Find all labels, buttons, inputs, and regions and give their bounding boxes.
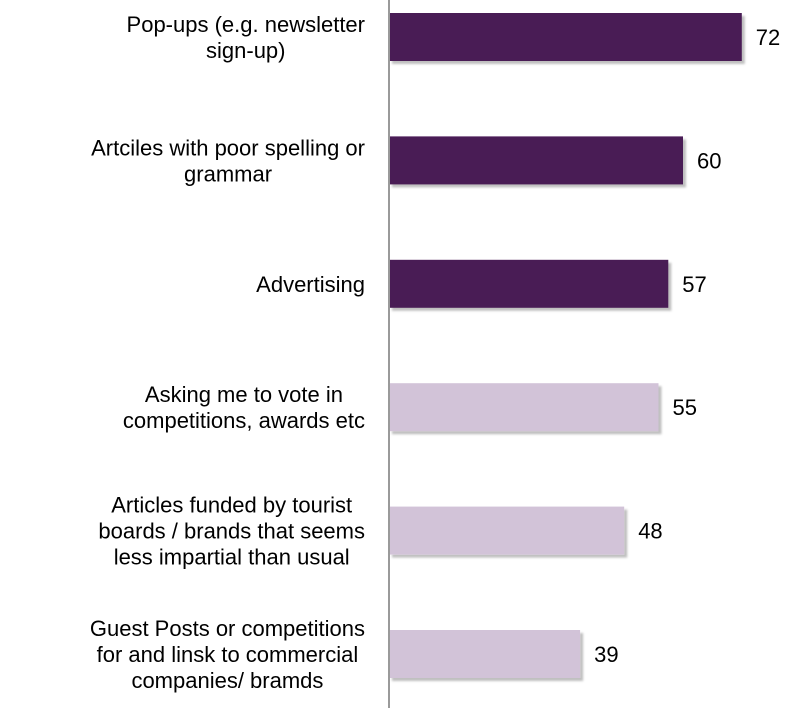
category-label-line: for and linsk to commercial <box>97 642 359 667</box>
category-label-line: boards / brands that seems <box>98 519 365 544</box>
category-label-line: Artciles with poor spelling or <box>91 135 365 160</box>
bar <box>389 136 683 185</box>
category-label-line: Asking me to vote in <box>145 382 343 407</box>
category-label-line: sign-up) <box>206 38 285 63</box>
category-label-line: competitions, awards etc <box>123 408 365 433</box>
bar <box>389 630 581 678</box>
category-label-line: less impartial than usual <box>114 545 350 570</box>
bars-group: 72 Pop-ups (e.g. newsletter sign-up) 60 Artc… <box>90 12 780 693</box>
data-label: 39 <box>594 642 618 667</box>
data-label: 60 <box>697 148 721 173</box>
bar <box>389 383 659 432</box>
category-label: Pop-ups (e.g. newsletter sign-up) <box>127 12 365 63</box>
bar <box>389 13 742 61</box>
category-label-line: Advertising <box>256 272 365 297</box>
data-label: 55 <box>673 395 697 420</box>
bar <box>389 259 669 308</box>
data-label: 48 <box>638 519 662 544</box>
category-label: Artciles with poor spelling or grammar <box>91 135 365 186</box>
category-label-line: Pop-ups (e.g. newsletter <box>127 12 365 37</box>
bar <box>389 506 625 555</box>
category-label: Guest Posts or competitions for and linsk… <box>90 616 365 693</box>
category-label: Advertising <box>256 272 365 297</box>
category-label: Asking me to vote in competitions, awards… <box>123 382 365 433</box>
category-label-line: companies/ bramds <box>131 668 323 693</box>
data-label: 57 <box>682 272 706 297</box>
category-label-line: Guest Posts or competitions <box>90 616 365 641</box>
category-label-line: grammar <box>184 161 272 186</box>
data-label: 72 <box>756 25 780 50</box>
category-label-line: Articles funded by tourist <box>111 493 352 518</box>
category-label: Articles funded by tourist boards / brand… <box>98 493 365 570</box>
